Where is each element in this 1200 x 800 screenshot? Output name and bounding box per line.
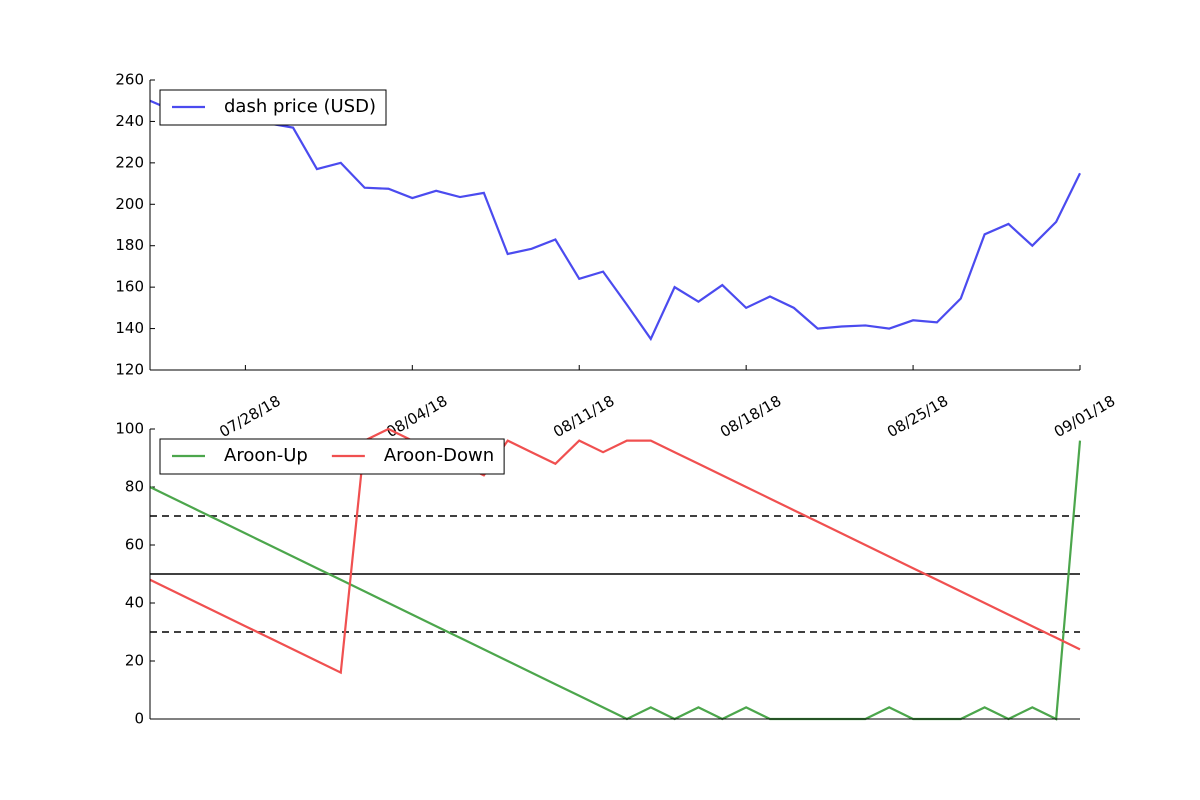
y-tick-label: 220 bbox=[115, 153, 144, 171]
x-tick-label: 09/01/18 bbox=[1051, 392, 1118, 441]
series-line bbox=[149, 440, 1082, 721]
legend-label: dash price (USD) bbox=[224, 96, 376, 117]
y-tick-label: 180 bbox=[115, 236, 144, 254]
y-tick-label: 20 bbox=[125, 652, 144, 670]
x-tick-label: 08/18/18 bbox=[717, 392, 784, 441]
y-tick-label: 240 bbox=[115, 112, 144, 130]
x-tick-label: 07/28/18 bbox=[216, 392, 283, 441]
x-tick-label: 08/25/18 bbox=[884, 392, 951, 441]
y-tick-label: 100 bbox=[115, 420, 144, 438]
legend: Aroon-Up Aroon-Down bbox=[159, 438, 505, 475]
series-line bbox=[149, 427, 1081, 675]
y-tick-label: 200 bbox=[115, 195, 144, 213]
legend-label: Aroon-Down bbox=[384, 445, 494, 466]
series-line bbox=[149, 99, 1081, 342]
legend: dash price (USD) bbox=[159, 89, 387, 126]
x-tick-label: 08/04/18 bbox=[383, 392, 450, 441]
legend-label: Aroon-Up bbox=[224, 445, 308, 466]
y-tick-label: 140 bbox=[115, 319, 144, 337]
y-tick-label: 40 bbox=[125, 594, 144, 612]
y-tick-label: 0 bbox=[134, 710, 144, 728]
y-tick-label: 120 bbox=[115, 361, 144, 379]
y-tick-label: 160 bbox=[115, 278, 144, 296]
y-tick-label: 60 bbox=[125, 536, 144, 554]
y-tick-label: 80 bbox=[125, 478, 144, 496]
y-tick-label: 260 bbox=[115, 71, 144, 89]
x-tick-label: 08/11/18 bbox=[550, 392, 617, 441]
